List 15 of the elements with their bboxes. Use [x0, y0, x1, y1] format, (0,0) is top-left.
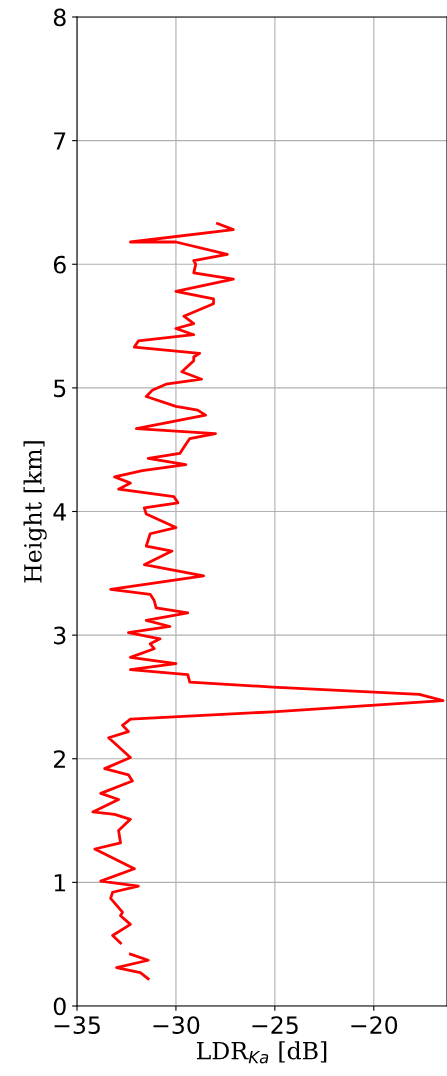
- x-tick-label: −20: [351, 1016, 398, 1034]
- y-tick-label: 3: [54, 626, 66, 645]
- y-tick-label: 5: [54, 379, 66, 398]
- y-tick-label: 0: [53, 997, 66, 1016]
- y-tick-label: 6: [53, 255, 66, 274]
- y-axis-title: Height [km]: [23, 441, 47, 583]
- x-tick-label: −30: [153, 1016, 200, 1034]
- y-tick-label: 7: [54, 132, 66, 150]
- y-tick-label: 4: [53, 503, 66, 521]
- y-tick-label: 1: [54, 874, 66, 892]
- x-tick-label: −25: [252, 1016, 298, 1034]
- x-axis-title: LDR$_{Ka}$ [dB]: [196, 1041, 327, 1064]
- y-tick-label: 8: [53, 8, 66, 27]
- y-tick-label: 2: [53, 750, 65, 768]
- x-tick-label: −35: [54, 1016, 100, 1034]
